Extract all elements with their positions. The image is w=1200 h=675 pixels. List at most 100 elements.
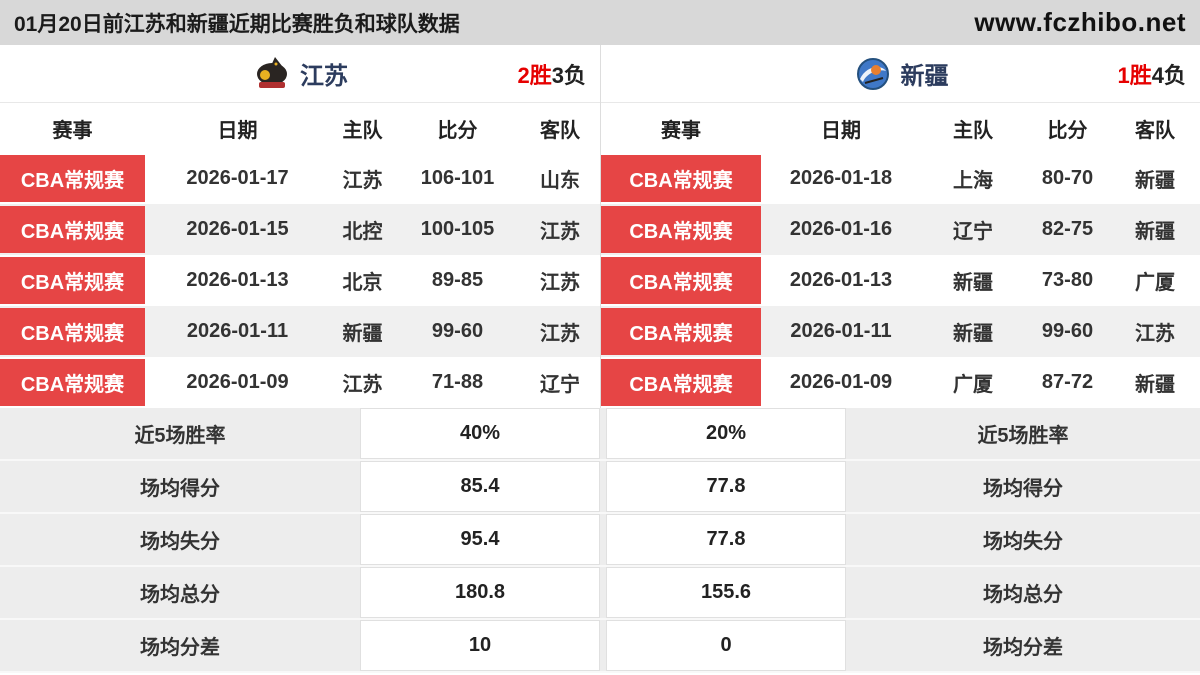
record-wins: 1胜 <box>1117 62 1152 88</box>
table-row: CBA常规赛 2026-01-09 江苏 71-88 辽宁 <box>0 357 600 408</box>
stat-value-jiangsu: 180.8 <box>360 567 600 618</box>
divider <box>600 461 606 512</box>
stat-label-left: 场均总分 <box>0 567 360 618</box>
home-team: 广厦 <box>953 374 993 396</box>
table-row: CBA常规赛 2026-01-11 新疆 99-60 江苏 <box>601 306 1200 357</box>
away-team: 江苏 <box>540 323 580 345</box>
match-score: 80-70 <box>1041 167 1094 189</box>
col-league: 赛事 <box>661 119 701 142</box>
match-score: 73-80 <box>1041 269 1094 291</box>
away-team: 新疆 <box>1135 221 1175 243</box>
xinjiang-tiger-logo-icon <box>853 56 893 92</box>
league-badge: CBA常规赛 <box>601 206 761 253</box>
stat-row-avg-points: 场均得分 85.4 77.8 场均得分 <box>0 461 1200 514</box>
match-date: 2026-01-09 <box>789 371 893 393</box>
match-score: 106-101 <box>420 167 495 189</box>
league-badge: CBA常规赛 <box>0 359 145 406</box>
stat-row-win-rate: 近5场胜率 40% 20% 近5场胜率 <box>0 408 1200 461</box>
divider <box>600 620 606 671</box>
away-team: 山东 <box>540 170 580 192</box>
league-badge: CBA常规赛 <box>601 155 761 202</box>
site-url: www.fczhibo.net <box>974 7 1186 37</box>
away-team: 辽宁 <box>540 374 580 396</box>
column-headers-right: 赛事 日期 主队 比分 客队 <box>601 103 1200 153</box>
table-row: CBA常规赛 2026-01-13 新疆 73-80 广厦 <box>601 255 1200 306</box>
stat-label-right: 场均失分 <box>846 514 1200 565</box>
page-title: 01月20日前江苏和新疆近期比赛胜负和球队数据 <box>14 12 460 36</box>
league-badge: CBA常规赛 <box>0 206 145 253</box>
league-badge: CBA常规赛 <box>601 359 761 406</box>
record-xinjiang: 1胜4负 <box>1118 58 1187 90</box>
match-score: 82-75 <box>1041 218 1094 240</box>
league-badge: CBA常规赛 <box>0 257 145 304</box>
col-score: 比分 <box>437 119 478 142</box>
away-team: 新疆 <box>1135 170 1175 192</box>
away-team: 江苏 <box>540 272 580 294</box>
table-row: CBA常规赛 2026-01-09 广厦 87-72 新疆 <box>601 357 1200 408</box>
stat-label-right: 场均总分 <box>846 567 1200 618</box>
table-row: CBA常规赛 2026-01-16 辽宁 82-75 新疆 <box>601 204 1200 255</box>
home-team: 江苏 <box>342 170 383 192</box>
col-away: 客队 <box>540 119 580 142</box>
stat-row-avg-total: 场均总分 180.8 155.6 场均总分 <box>0 567 1200 620</box>
col-home: 主队 <box>953 119 993 142</box>
away-team: 广厦 <box>1135 272 1175 294</box>
away-team: 江苏 <box>540 221 580 243</box>
away-team: 新疆 <box>1135 374 1175 396</box>
stat-value-jiangsu: 85.4 <box>360 461 600 512</box>
stat-label-left: 场均失分 <box>0 514 360 565</box>
team-name-jiangsu[interactable]: 江苏 <box>300 63 348 90</box>
stat-value-xinjiang: 0 <box>606 620 846 671</box>
stat-value-jiangsu: 10 <box>360 620 600 671</box>
stat-label-right: 场均得分 <box>846 461 1200 512</box>
league-badge: CBA常规赛 <box>601 308 761 355</box>
table-row: CBA常规赛 2026-01-13 北京 89-85 江苏 <box>0 255 600 306</box>
team-panels: 江苏 2胜3负 赛事 日期 主队 比分 客队 CBA常规赛 2026-01-17… <box>0 45 1200 408</box>
stat-value-jiangsu: 95.4 <box>360 514 600 565</box>
stat-label-left: 场均得分 <box>0 461 360 512</box>
team-identity-jiangsu[interactable]: 江苏 <box>252 56 348 92</box>
stat-value-xinjiang: 155.6 <box>606 567 846 618</box>
divider <box>600 567 606 618</box>
home-team: 上海 <box>953 170 993 192</box>
stat-value-xinjiang: 77.8 <box>606 514 846 565</box>
team-identity-xinjiang[interactable]: 新疆 <box>853 56 949 92</box>
col-away: 客队 <box>1135 119 1175 142</box>
match-score: 99-60 <box>1041 320 1094 342</box>
match-score: 89-85 <box>431 269 484 291</box>
stat-value-jiangsu: 40% <box>360 408 600 459</box>
column-headers-left: 赛事 日期 主队 比分 客队 <box>0 103 600 153</box>
match-date: 2026-01-11 <box>790 320 892 342</box>
stat-value-xinjiang: 20% <box>606 408 846 459</box>
stat-label-right: 场均分差 <box>846 620 1200 671</box>
match-date: 2026-01-13 <box>789 269 893 291</box>
home-team: 辽宁 <box>953 221 993 243</box>
match-date: 2026-01-17 <box>186 167 289 189</box>
table-row: CBA常规赛 2026-01-17 江苏 106-101 山东 <box>0 153 600 204</box>
table-row: CBA常规赛 2026-01-11 新疆 99-60 江苏 <box>0 306 600 357</box>
table-row: CBA常规赛 2026-01-15 北控 100-105 江苏 <box>0 204 600 255</box>
match-score: 100-105 <box>420 218 495 240</box>
divider <box>600 408 606 459</box>
record-losses: 4负 <box>1151 62 1186 88</box>
panel-xinjiang: 新疆 1胜4负 赛事 日期 主队 比分 客队 CBA常规赛 2026-01-18… <box>600 45 1200 408</box>
stat-row-avg-conceded: 场均失分 95.4 77.8 场均失分 <box>0 514 1200 567</box>
col-date: 日期 <box>821 119 861 142</box>
team-name-xinjiang[interactable]: 新疆 <box>900 63 949 90</box>
away-team: 江苏 <box>1135 323 1175 345</box>
team-header-jiangsu: 江苏 2胜3负 <box>0 45 600 103</box>
jiangsu-dragon-logo-icon <box>252 56 292 92</box>
match-date: 2026-01-09 <box>186 371 289 393</box>
league-badge: CBA常规赛 <box>0 155 145 202</box>
match-date: 2026-01-13 <box>186 269 289 291</box>
col-home: 主队 <box>342 119 383 142</box>
record-wins: 2胜 <box>517 62 552 88</box>
match-score: 87-72 <box>1041 371 1094 393</box>
divider <box>600 514 606 565</box>
stats-comparison: 近5场胜率 40% 20% 近5场胜率 场均得分 85.4 77.8 场均得分 … <box>0 408 1200 673</box>
home-team: 新疆 <box>342 323 383 345</box>
col-league: 赛事 <box>52 119 93 142</box>
match-date: 2026-01-11 <box>186 320 289 342</box>
col-date: 日期 <box>217 119 258 142</box>
stat-label-left: 场均分差 <box>0 620 360 671</box>
